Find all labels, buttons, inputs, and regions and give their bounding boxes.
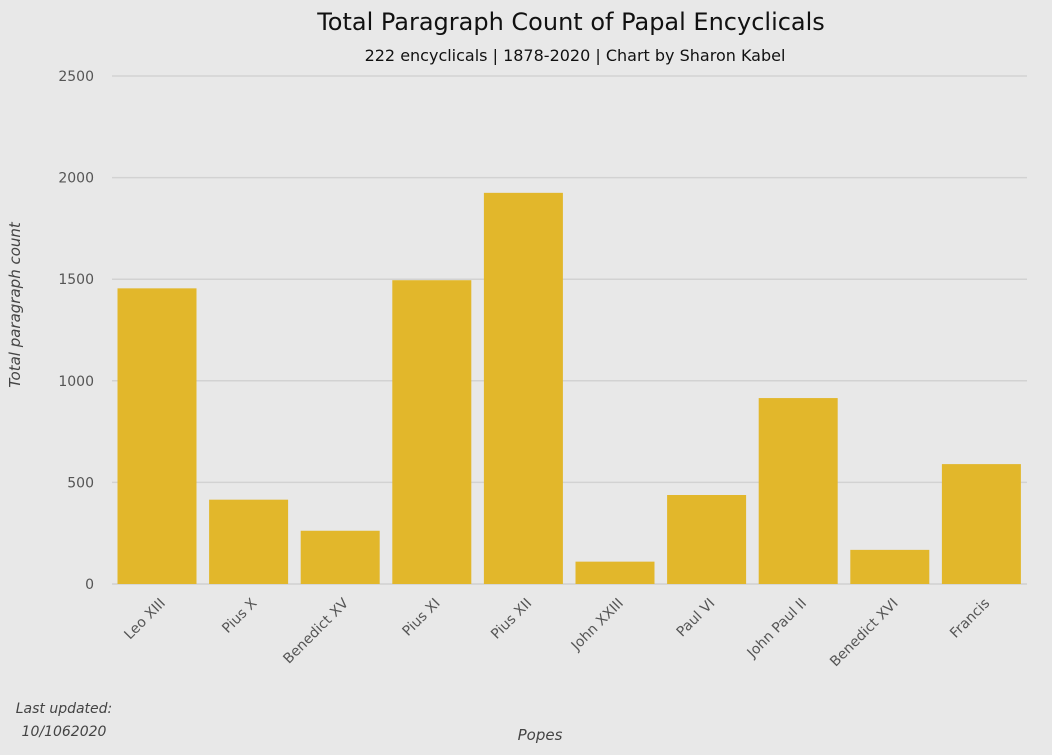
x-tick-label: John Paul II xyxy=(744,596,810,662)
x-tick-label: Pius XII xyxy=(488,596,535,643)
chart-title: Total Paragraph Count of Papal Encyclica… xyxy=(316,8,825,36)
bar xyxy=(483,192,563,584)
last-updated-date: 10/1062020 xyxy=(22,724,107,740)
x-tick-label: Paul VI xyxy=(674,596,719,641)
x-tick-label: Francis xyxy=(947,596,993,642)
y-axis-label: Total paragraph count xyxy=(6,221,24,388)
y-tick-label: 1000 xyxy=(58,374,94,390)
bar xyxy=(300,530,380,584)
y-tick-label: 0 xyxy=(85,577,94,593)
x-tick-label: Pius XI xyxy=(400,596,444,640)
y-tick-labels: 0 500 1000 1500 2000 2500 xyxy=(58,69,94,593)
y-tick-label: 2000 xyxy=(58,171,94,187)
x-tick-label: John XXIII xyxy=(568,596,627,655)
x-tick-label: Leo XIII xyxy=(121,596,168,643)
y-tick-label: 1500 xyxy=(58,272,94,288)
bars xyxy=(117,192,1021,584)
bar xyxy=(850,549,930,584)
bar xyxy=(941,464,1021,584)
x-tick-label: Pius X xyxy=(219,595,260,636)
bar xyxy=(667,494,747,584)
x-tick-label: Benedict XV xyxy=(280,595,352,667)
x-category-labels: Leo XIII Pius X Benedict XV Pius XI Pius XII… xyxy=(121,595,993,670)
chart-subtitle: 222 encyclicals | 1878-2020 | Chart by S… xyxy=(365,46,786,65)
last-updated-label: Last updated: xyxy=(16,701,113,717)
bar xyxy=(117,288,197,584)
bar xyxy=(575,561,655,584)
y-tick-label: 500 xyxy=(67,475,94,491)
bar xyxy=(392,280,472,584)
y-tick-label: 2500 xyxy=(58,69,94,85)
bar xyxy=(758,398,838,584)
x-axis-label: Popes xyxy=(518,726,563,744)
bar xyxy=(209,499,289,584)
x-tick-label: Benedict XVI xyxy=(827,596,902,671)
